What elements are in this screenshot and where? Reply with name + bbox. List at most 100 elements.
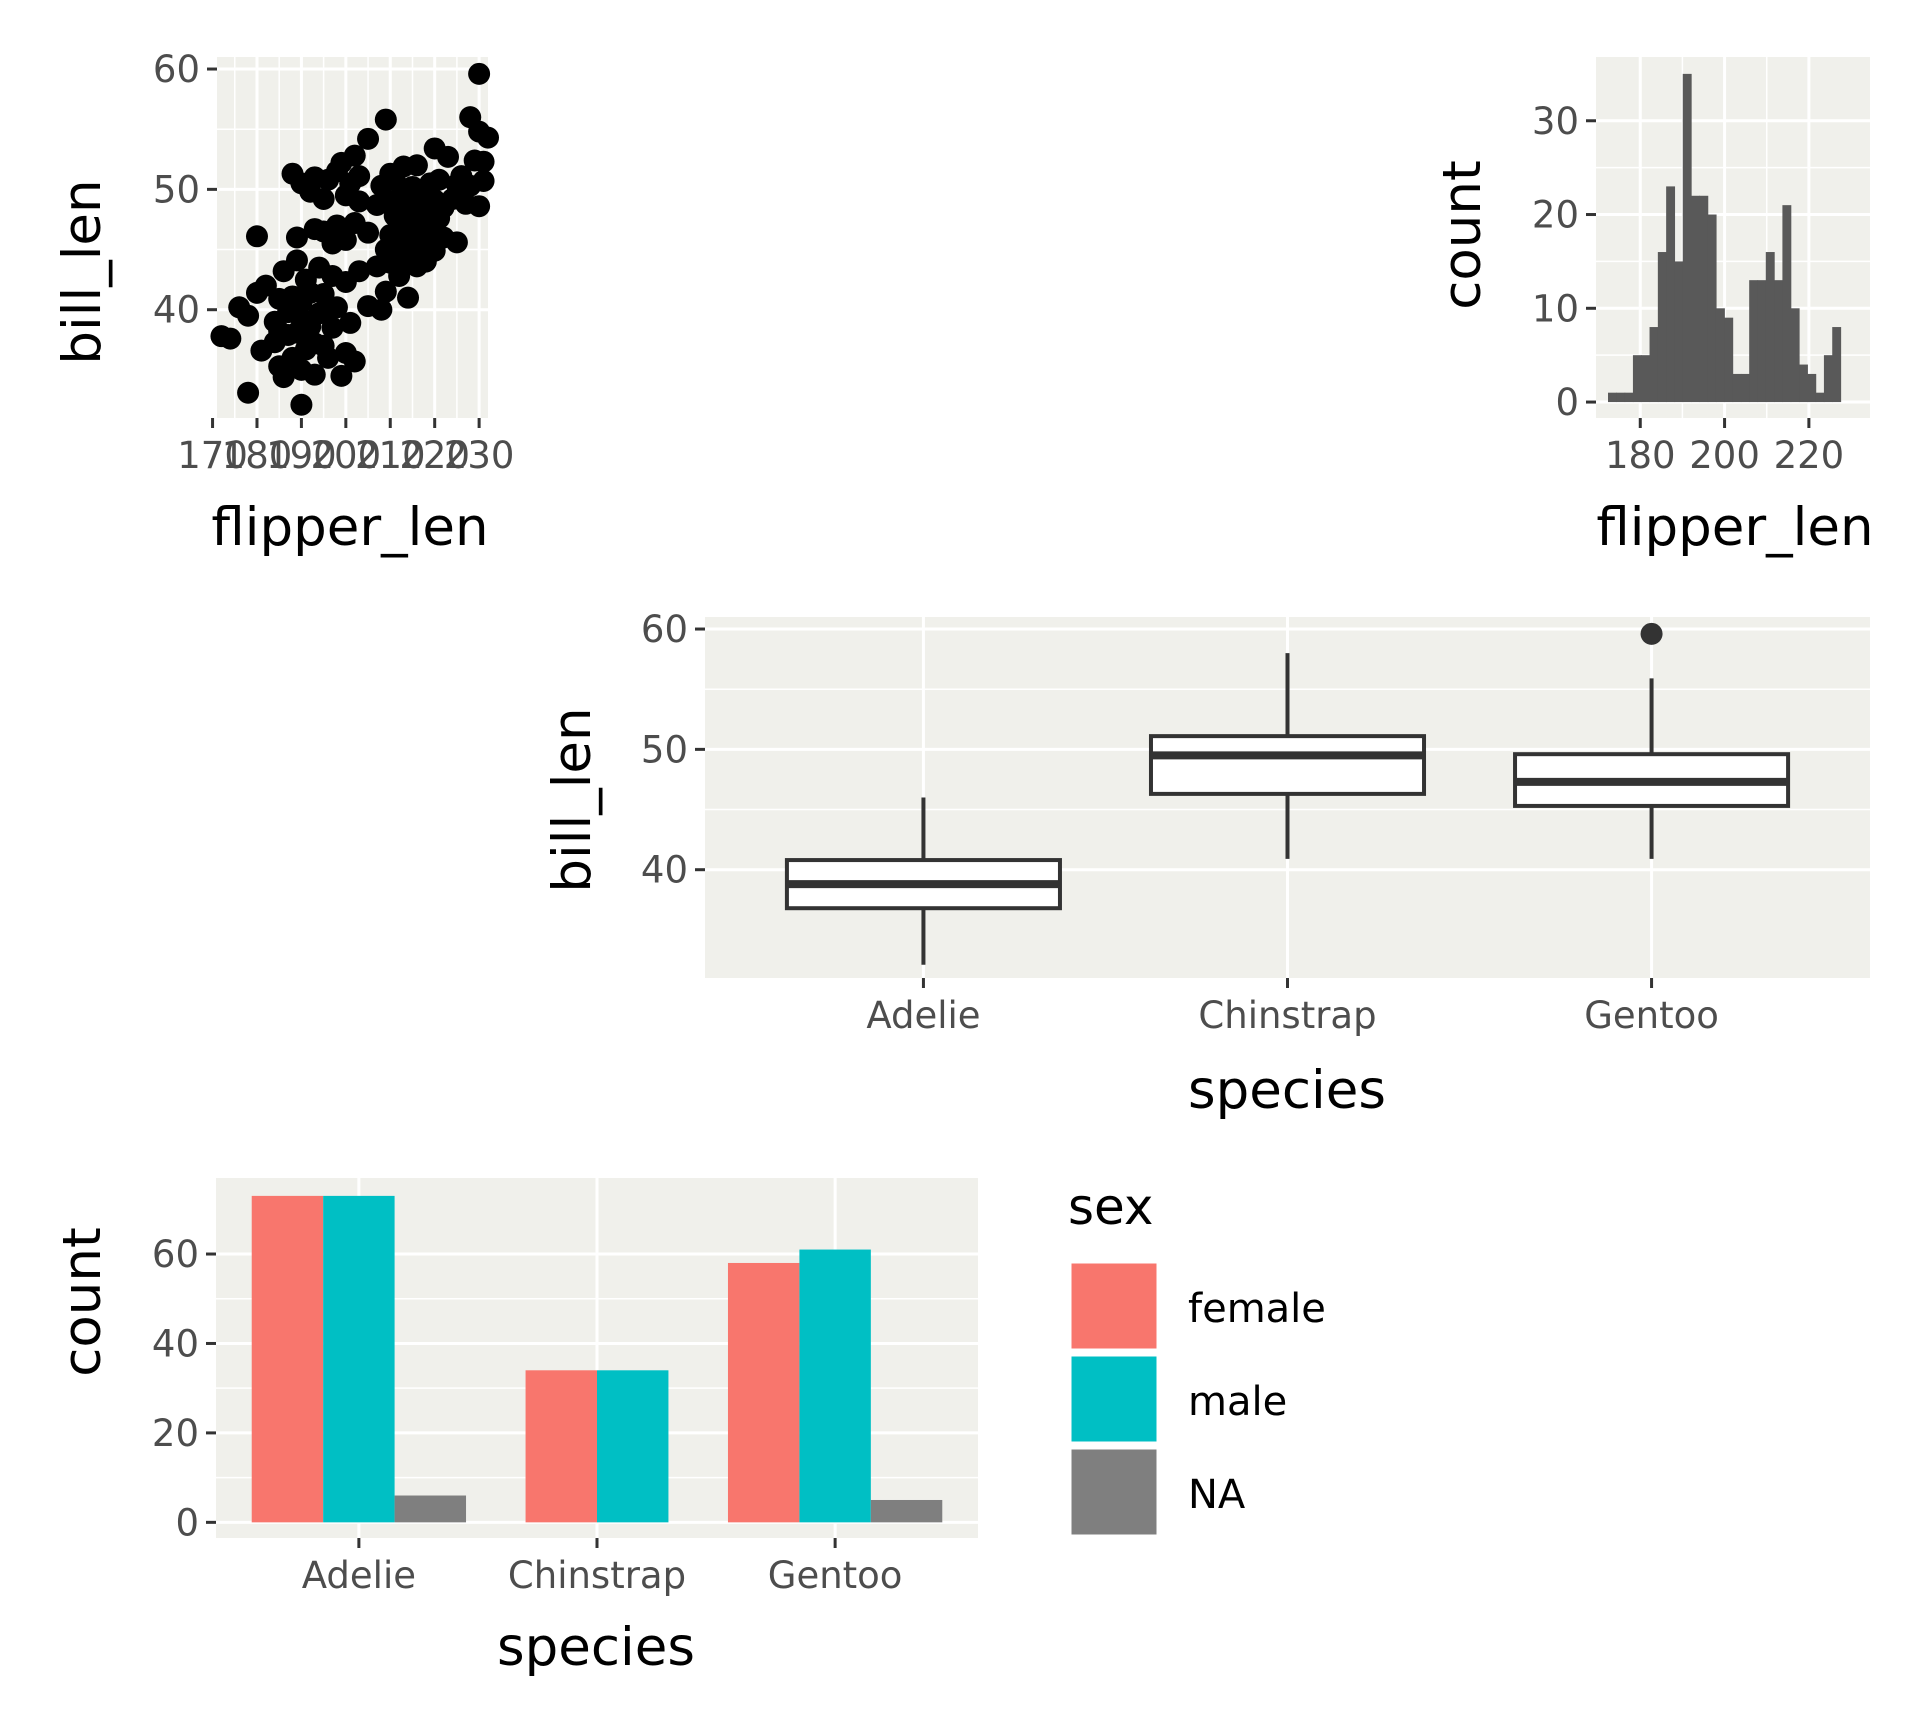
legend-label-male: male — [1188, 1379, 1287, 1425]
histogram-bar — [1757, 280, 1767, 403]
scatter-point — [312, 283, 335, 306]
histogram-bar — [1823, 355, 1833, 403]
scatter-x-axis-label: flipper_len — [211, 497, 488, 558]
scatter-point — [374, 280, 397, 303]
scatter-point — [339, 311, 362, 334]
histogram-bar — [1765, 252, 1775, 403]
histogram-bar — [1815, 392, 1825, 403]
scatter-point — [285, 226, 308, 249]
histogram-bar — [1740, 373, 1750, 403]
bar-x-tick-label: Chinstrap — [508, 1554, 686, 1597]
scatter-point — [405, 154, 428, 177]
bar-male — [799, 1249, 871, 1523]
scatter-point — [370, 298, 393, 321]
legend-title: sex — [1068, 1178, 1154, 1236]
histogram-y-tick-label: 0 — [1555, 381, 1579, 424]
histogram-bar — [1691, 195, 1700, 403]
scatter-point — [477, 126, 499, 149]
scatter-point — [237, 381, 260, 404]
legend-label-female: female — [1188, 1286, 1326, 1332]
histogram-bar — [1682, 73, 1692, 403]
histogram-x-tick-label: 220 — [1774, 434, 1845, 477]
boxplot-y-axis-label: bill_len — [542, 707, 603, 892]
scatter-point — [374, 108, 397, 131]
scatter-y-tick-label: 50 — [153, 168, 200, 211]
boxplot-y-tick-label: 60 — [641, 608, 688, 651]
scatter-point — [303, 363, 326, 386]
scatter-point — [428, 168, 451, 191]
histogram-bar — [1674, 261, 1684, 403]
bar-x-axis-label: species — [497, 1617, 695, 1678]
scatter-point — [348, 165, 371, 188]
scatter-point — [472, 169, 495, 192]
sex-legend: sex female male NA — [1068, 1178, 1326, 1538]
bar-na — [870, 1499, 943, 1523]
scatter-point — [468, 195, 491, 218]
scatter-point — [397, 286, 420, 309]
legend-label-na: NA — [1188, 1472, 1246, 1518]
scatter-x-tick-label: 180 — [222, 434, 293, 477]
bar-female — [525, 1370, 597, 1523]
scatter-point — [357, 127, 380, 150]
scatter-point — [437, 145, 460, 168]
boxplot-marks: 40 50 60 Adelie Chinstrap Gentoo — [641, 608, 1870, 1037]
histogram-bar — [1715, 308, 1725, 403]
scatter-point — [357, 221, 380, 244]
scatter-point — [348, 260, 371, 283]
histogram-bar — [1616, 392, 1626, 403]
scatter-y-axis-label: bill_len — [52, 179, 113, 364]
histogram-bar — [1608, 392, 1617, 403]
histogram-x-axis-label: flipper_len — [1596, 497, 1873, 558]
histogram-bar — [1641, 355, 1651, 403]
scatter-point — [321, 316, 344, 339]
scatter-x-tick-label: 210 — [355, 434, 426, 477]
scatter-x-tick-label: 190 — [266, 434, 337, 477]
histogram-bar — [1724, 317, 1734, 403]
scatter-x-tick-label: 200 — [311, 434, 382, 477]
scatter-point — [317, 346, 340, 369]
boxplot-plot: 40 50 60 Adelie Chinstrap Gentoo species bill… — [542, 608, 1870, 1121]
histogram-marks: 0 10 20 30 180 200 220 — [1532, 57, 1870, 477]
scatter-y-tick-label: 40 — [153, 289, 200, 332]
legend-key-female — [1068, 1260, 1160, 1352]
histogram-bar — [1666, 186, 1676, 403]
bar-y-axis-label: count — [52, 1227, 113, 1377]
histogram-bar — [1624, 392, 1634, 403]
histogram-x-tick-label: 200 — [1689, 434, 1760, 477]
scatter-point — [237, 304, 260, 327]
scatter-point — [312, 187, 335, 210]
histogram-bar — [1699, 195, 1709, 403]
histogram-bar — [1774, 280, 1784, 403]
histogram-bar — [1649, 327, 1659, 403]
histogram-bar — [1732, 373, 1742, 403]
scatter-point — [290, 393, 313, 416]
histogram-bar — [1799, 364, 1808, 403]
scatter-point — [285, 249, 308, 272]
histogram-x-tick-label: 180 — [1605, 434, 1676, 477]
bar-x-tick-label: Gentoo — [768, 1554, 903, 1597]
scatter-point — [245, 225, 268, 248]
scatter-point — [330, 364, 353, 387]
bar-y-tick-label: 0 — [175, 1501, 199, 1544]
scatter-point — [272, 366, 295, 389]
legend-key-na — [1068, 1446, 1160, 1538]
bar-female — [727, 1262, 800, 1523]
scatter-point — [254, 274, 277, 297]
scatter-point — [334, 228, 357, 251]
scatter-point — [343, 350, 366, 373]
scatter-point — [348, 190, 371, 213]
scatter-y-tick-label: 60 — [153, 48, 200, 91]
boxplot-y-tick-label: 40 — [641, 849, 688, 892]
boxplot-box — [1148, 734, 1427, 796]
histogram-bar — [1782, 205, 1792, 403]
histogram-bar — [1632, 355, 1642, 403]
bar-y-tick-label: 40 — [152, 1322, 199, 1365]
boxplot-x-axis-label: species — [1188, 1060, 1386, 1121]
histogram-y-axis-label: count — [1432, 160, 1493, 310]
scatter-point — [325, 296, 348, 319]
bar-y-tick-label: 60 — [152, 1233, 199, 1276]
scatter-point — [472, 150, 495, 173]
